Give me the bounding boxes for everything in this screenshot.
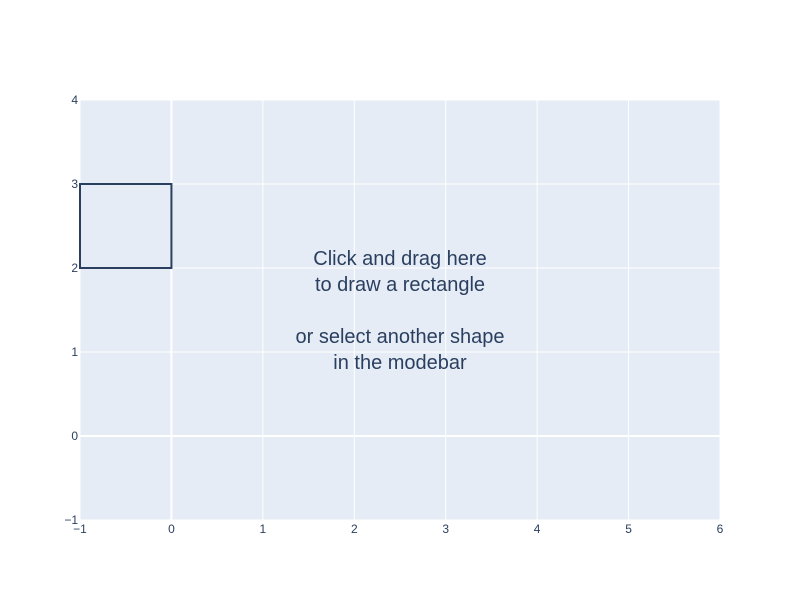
x-tick-label: 2: [351, 522, 358, 536]
annotation-line: to draw a rectangle: [315, 274, 485, 296]
y-axis-tick-labels: −1 0 1 2 3 4: [64, 93, 78, 527]
y-gridlines: [80, 99, 720, 521]
annotation-line: [397, 300, 403, 322]
y-tick-label: 4: [71, 93, 78, 107]
x-tick-label: 4: [534, 522, 541, 536]
y-tick-label: 2: [71, 261, 78, 275]
annotation-line: in the modebar: [333, 352, 467, 374]
annotation-line: or select another shape: [295, 326, 504, 348]
y-tick-label: −1: [64, 513, 78, 527]
y-tick-label: 1: [71, 345, 78, 359]
annotation-line: Click and drag here: [313, 248, 486, 270]
x-tick-label: 5: [625, 522, 632, 536]
zero-lines: [80, 100, 720, 520]
instruction-annotation: Click and drag here to draw a rectangle o…: [295, 248, 504, 374]
drawn-rectangle[interactable]: [79, 183, 173, 269]
x-tick-label: 6: [717, 522, 724, 536]
x-axis-tick-labels: −1 0 1 2 3 4 5 6: [73, 522, 724, 536]
y-tick-label: 3: [71, 177, 78, 191]
x-tick-label: 3: [442, 522, 449, 536]
x-tick-label: −1: [73, 522, 87, 536]
plot-area[interactable]: [80, 100, 720, 520]
x-tick-label: 1: [260, 522, 267, 536]
drawn-shapes[interactable]: [79, 183, 173, 269]
x-gridlines: [79, 100, 721, 520]
y-tick-label: 0: [71, 429, 78, 443]
x-tick-label: 0: [168, 522, 175, 536]
